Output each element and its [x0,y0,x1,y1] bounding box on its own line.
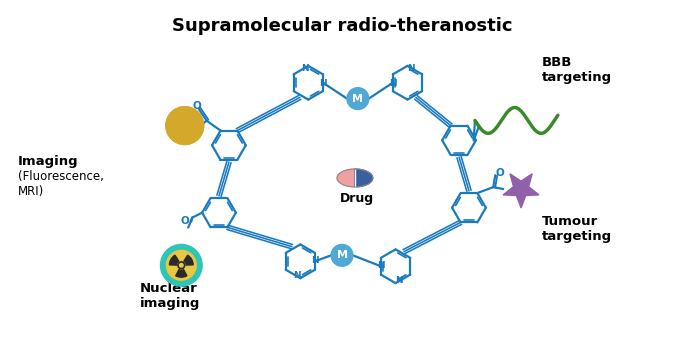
Text: (Fluorescence,
MRI): (Fluorescence, MRI) [18,170,103,198]
Text: O: O [496,168,505,178]
Circle shape [166,107,203,144]
Wedge shape [176,270,187,277]
Text: Drug: Drug [340,192,374,205]
Text: N: N [389,79,397,88]
Text: N: N [319,79,327,88]
Text: N: N [293,271,301,280]
Circle shape [179,263,183,267]
Text: N: N [395,277,403,286]
Polygon shape [337,169,355,187]
Circle shape [166,107,203,144]
Circle shape [160,244,202,286]
Text: Imaging: Imaging [18,155,78,168]
Polygon shape [503,174,539,208]
Text: Supramolecular radio-theranostic: Supramolecular radio-theranostic [172,17,512,35]
Circle shape [178,262,185,269]
Polygon shape [355,169,373,187]
Text: O: O [181,215,190,226]
Text: Nuclear
imaging: Nuclear imaging [140,282,200,310]
Text: O: O [192,101,201,111]
Text: N: N [301,64,309,73]
Text: N: N [407,64,414,73]
Text: M: M [336,250,347,260]
Text: N: N [377,261,385,270]
Circle shape [166,251,196,280]
Wedge shape [169,255,179,265]
Wedge shape [184,255,193,265]
Text: M: M [352,94,363,104]
Text: Tumour
targeting: Tumour targeting [541,215,612,243]
Circle shape [331,244,353,266]
Circle shape [347,88,369,110]
Text: N: N [311,256,319,265]
Text: BBB
targeting: BBB targeting [541,56,612,84]
